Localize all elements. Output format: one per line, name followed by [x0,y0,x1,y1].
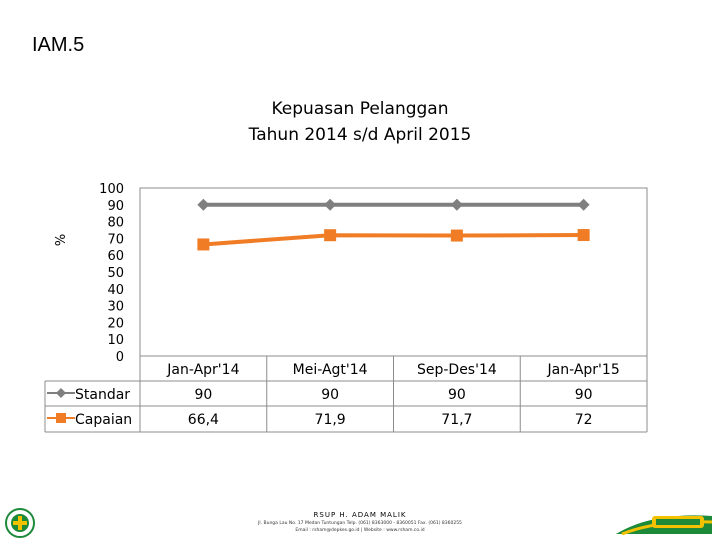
y-tick-label: 10 [107,333,124,348]
x-category-label: Jan-Apr'14 [166,362,239,378]
data-point-standar [450,198,463,211]
data-value-label: 71,9 [315,412,346,428]
y-tick-label: 80 [107,216,124,231]
data-point-standar [324,198,337,211]
chart-title: Kepuasan Pelanggan [271,99,449,119]
hospital-logo [612,510,716,542]
y-tick-label: 0 [116,350,124,365]
data-point-capaian [450,229,463,242]
x-category-label: Jan-Apr'15 [547,362,620,378]
legend-label: Standar [75,387,130,403]
y-axis-label: % [54,234,69,246]
series-line-capaian [203,233,584,247]
data-value-label: 90 [575,387,593,403]
data-point-capaian [324,229,337,242]
footer-contact: Email : rsham@depkes.go.id | Website : w… [295,528,425,533]
y-tick-label: 40 [107,283,124,298]
y-tick-label: 70 [107,232,124,247]
data-value-label: 90 [448,387,466,403]
data-value-label: 72 [575,412,593,428]
chart-series [197,198,590,251]
data-point-capaian [577,229,590,242]
legend-label: Capaian [75,412,132,428]
chart-frame [44,187,648,433]
data-value-label: 71,7 [441,412,472,428]
x-category-label: Sep-Des'14 [417,362,497,378]
footer-address: Jl. Bunga Lau No. 17 Medan Tuntungan Tel… [258,521,462,526]
data-value-label: 90 [194,387,212,403]
y-tick-label: 90 [107,199,124,214]
y-tick-label: 100 [99,182,124,197]
data-point-standar [577,198,590,211]
slide-title: IAM.5 [32,34,85,56]
legend-key-marker [56,413,66,423]
legend-key-marker [56,388,66,398]
data-value-label: 90 [321,387,339,403]
data-table: Jan-Apr'14 Mei-Agt'14 Sep-Des'14 Jan-Apr'15… [47,362,620,428]
y-tick-label: 30 [107,300,124,315]
x-category-label: Mei-Agt'14 [293,362,368,378]
data-point-standar [197,198,210,211]
footer-hospital-name: RSUP H. ADAM MALIK [313,511,407,519]
y-tick-label: 20 [107,316,124,331]
ministry-logo [3,507,37,543]
chart-subtitle: Tahun 2014 s/d April 2015 [248,125,472,145]
data-point-capaian [197,238,210,251]
plot-area [139,187,648,357]
y-tick-label: 60 [107,249,124,264]
y-tick-label: 50 [107,266,124,281]
data-value-label: 66,4 [188,412,219,428]
